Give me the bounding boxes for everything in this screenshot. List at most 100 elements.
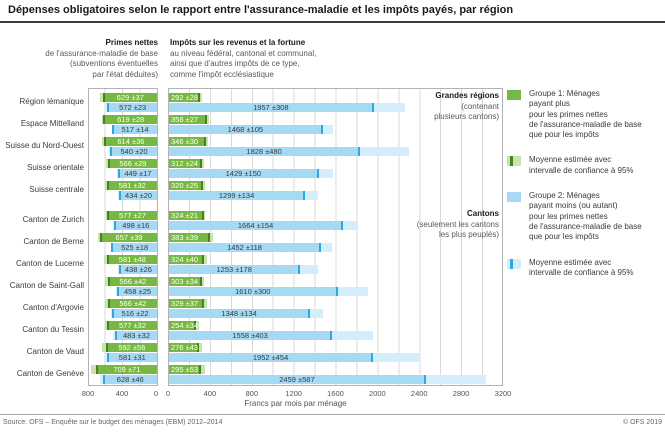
- primes-group2-mean-tick: [110, 147, 113, 156]
- footer-divider: [0, 414, 665, 415]
- impots-group2-bar: [169, 191, 305, 200]
- primes-group1: 566 ±42: [89, 299, 157, 308]
- impots-group2: 1253 ±178: [169, 265, 502, 274]
- premiums-chart-panel: 629 ±37 572 ±23 619 ±28 517 ±14 614 ±36 540 ±…: [88, 88, 158, 386]
- primes-group2: 483 ±32: [89, 331, 157, 340]
- impots-group1-mean-tick: [201, 211, 204, 220]
- impots-group1-value: 329 ±37: [171, 299, 199, 308]
- impots-group2-mean-tick: [423, 375, 426, 384]
- primes-group1-bar: [104, 115, 157, 124]
- primes-group1: 619 ±28: [89, 115, 157, 124]
- primes-group2-mean-tick: [106, 353, 109, 362]
- primes-group1-mean-tick: [103, 115, 106, 124]
- section-annotation-note-1: (seulement les cantons les plus peuplés): [416, 219, 499, 240]
- primes-group1: 709 ±71: [89, 365, 157, 374]
- impots-group2-value: 1429 ±150: [225, 169, 262, 178]
- primes-group1-value: 629 ±37: [116, 93, 144, 102]
- primes-group2-mean-tick: [117, 287, 120, 296]
- primes-group2: 458 ±25: [89, 287, 157, 296]
- impots-group2-value: 1348 ±134: [221, 309, 257, 318]
- right-header-bold: Impôts sur les revenus et la fortune: [170, 38, 306, 47]
- primes-group2-value: 498 ±16: [122, 221, 150, 230]
- primes-group2-bar: [113, 309, 157, 318]
- impots-group1-value: 292 ±28: [171, 93, 199, 102]
- impots-group2-bar: [169, 125, 322, 134]
- primes-group2-value: 458 ±25: [124, 287, 152, 296]
- primes-group2: 572 ±23: [89, 103, 157, 112]
- impots-group1-mean-tick: [199, 277, 202, 286]
- impots-group1: 295 ±53: [169, 365, 502, 374]
- impots-group1-bar: [169, 211, 203, 220]
- primes-group2: 516 ±22: [89, 309, 157, 318]
- impots-group1: 276 ±43: [169, 343, 502, 352]
- primes-group2-mean-tick: [112, 125, 115, 134]
- primes-group1-mean-tick: [106, 255, 109, 264]
- primes-group1-value: 619 ±28: [117, 115, 145, 124]
- primes-group1-bar: [108, 299, 157, 308]
- row-label: Région lémanique: [19, 97, 85, 106]
- primes-group1-value: 566 ±42: [119, 277, 147, 286]
- impots-group1: 320 ±25: [169, 181, 502, 190]
- section-annotation-1: Cantons (seulement les cantons les plus p…: [417, 209, 499, 241]
- primes-group2-value: 438 ±26: [124, 265, 152, 274]
- primes-group2: 434 ±20: [89, 191, 157, 200]
- source-note: Source: OFS – Enquête sur le budget des …: [3, 419, 223, 426]
- primes-group2-mean-tick: [118, 265, 121, 274]
- primes-group1-bar: [103, 93, 157, 102]
- legend: Groupe 1: Ménages payant plus pour les p…: [507, 89, 664, 293]
- primes-group1-value: 709 ±71: [113, 365, 141, 374]
- impots-group1-bar: [169, 321, 196, 330]
- impots-group1-value: 324 ±21: [171, 211, 199, 220]
- impots-group1-bar: [169, 343, 198, 352]
- primes-group2-value: 525 ±18: [121, 243, 149, 252]
- page-title: Dépenses obligatoires selon le rapport e…: [8, 4, 514, 16]
- section-annotation-0: Grandes régions (contenant plusieurs cant…: [434, 91, 499, 123]
- right-column-header: Impôts sur les revenus et la fortune au …: [170, 38, 370, 80]
- impots-group2: 1558 ±403: [169, 331, 502, 340]
- impots-group2-mean-tick: [319, 243, 322, 252]
- primes-group2-bar: [115, 331, 157, 340]
- impots-group2: 1828 ±480: [169, 147, 502, 156]
- primes-group1-mean-tick: [107, 299, 110, 308]
- primes-group2-bar: [108, 103, 157, 112]
- primes-group1-bar: [107, 181, 157, 190]
- impots-group2-bar: [169, 309, 310, 318]
- primes-group2-bar: [120, 191, 157, 200]
- primes-group1: 566 ±29: [89, 159, 157, 168]
- copyright-note: © OFS 2019: [622, 419, 662, 426]
- impots-group2: 1429 ±150: [169, 169, 502, 178]
- impots-group2-bar: [169, 243, 321, 252]
- impots-group1-mean-tick: [207, 233, 210, 242]
- impots-group2: 1452 ±118: [169, 243, 502, 252]
- impots-group1-mean-tick: [196, 343, 199, 352]
- primes-group1-mean-tick: [107, 277, 110, 286]
- legend-item-label: Groupe 1: Ménages payant plus pour les p…: [529, 89, 642, 140]
- impots-group2-bar: [169, 265, 300, 274]
- impots-group2-bar: [169, 287, 337, 296]
- primes-group1: 614 ±36: [89, 137, 157, 146]
- green-mean-line: [510, 156, 513, 167]
- impots-group2: 1952 ±454: [169, 353, 502, 362]
- primes-group2-mean-tick: [113, 221, 116, 230]
- right-header-lines: au niveau fédéral, cantonal et communal,…: [170, 48, 317, 79]
- impots-group1: 292 ±28: [169, 93, 502, 102]
- primes-group2-value: 449 ±17: [124, 169, 152, 178]
- primes-group1-mean-tick: [106, 181, 109, 190]
- impots-group1-value: 324 ±40: [171, 255, 199, 264]
- primes-group1-value: 657 ±39: [115, 233, 143, 242]
- primes-group1: 577 ±27: [89, 211, 157, 220]
- impots-group1-value: 383 ±39: [171, 233, 199, 242]
- right-axis-tick-2800: 2800: [452, 389, 470, 398]
- impots-group2-value: 1952 ±454: [252, 353, 289, 362]
- row-label: Espace Mittelland: [20, 119, 84, 128]
- primes-group2-value: 516 ±22: [121, 309, 149, 318]
- primes-group2: 498 ±16: [89, 221, 157, 230]
- primes-group2-bar: [114, 221, 157, 230]
- primes-group1-mean-tick: [106, 211, 109, 220]
- right-axis-tick-400: 400: [203, 389, 217, 398]
- primes-group2-value: 581 ±31: [118, 353, 146, 362]
- primes-group2-bar: [113, 125, 157, 134]
- row-label: Canton de Berne: [23, 237, 85, 246]
- impots-group2-value: 1664 ±154: [237, 221, 274, 230]
- impots-group1-value: 295 ±53: [171, 365, 199, 374]
